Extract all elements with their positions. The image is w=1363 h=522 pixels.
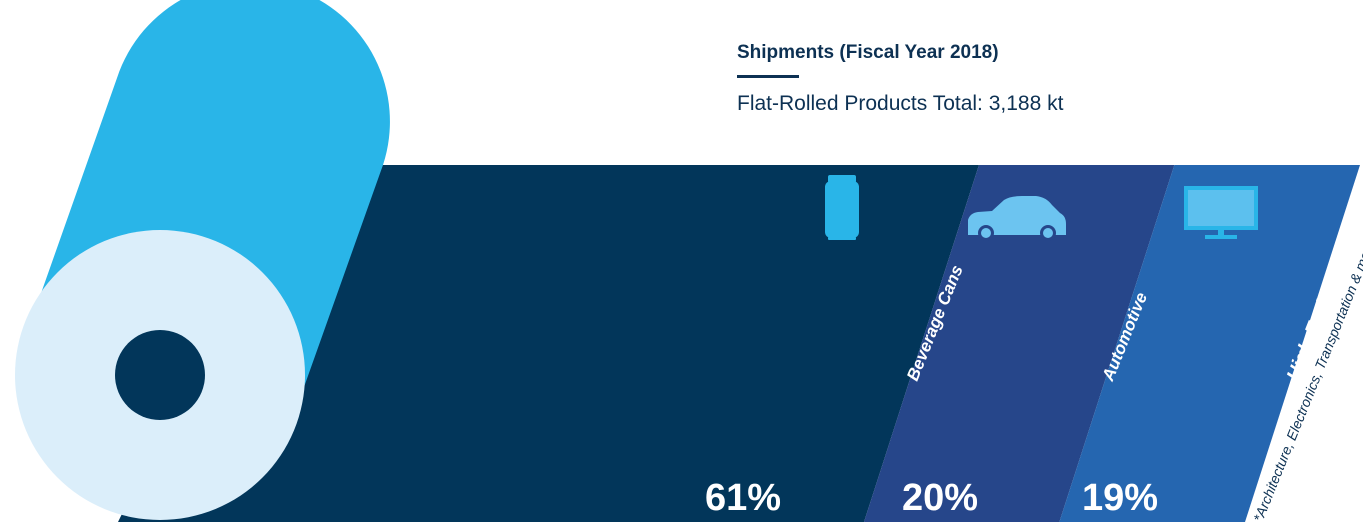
- segment-high-end-specialties: [1059, 165, 1360, 522]
- roll-core: [115, 330, 205, 420]
- aluminum-roll-illustration: [15, 0, 390, 520]
- value-beverage-cans: 61%: [705, 477, 781, 519]
- value-labels: 61% 20% 19%: [705, 477, 1158, 519]
- title-underline: [737, 75, 799, 78]
- segment-automotive: [863, 165, 1175, 522]
- chart-title: Shipments (Fiscal Year 2018): [737, 42, 999, 63]
- chart-subtitle: Flat-Rolled Products Total: 3,188 kt: [737, 92, 1064, 115]
- car-icon: [968, 196, 1066, 241]
- value-automotive: 20%: [902, 477, 978, 519]
- beverage-can-icon: [825, 175, 859, 240]
- value-high-end-specialties: 19%: [1082, 477, 1158, 519]
- monitor-icon: [1184, 186, 1258, 239]
